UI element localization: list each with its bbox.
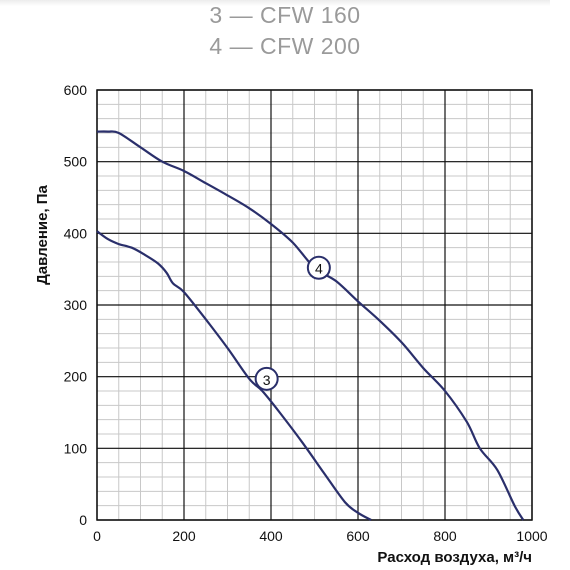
y-tick-label: 300 — [64, 297, 88, 313]
x-tick-label: 1000 — [516, 528, 547, 544]
x-tick-label: 400 — [259, 528, 283, 544]
y-tick-label: 0 — [79, 512, 87, 528]
plot-frame — [96, 89, 533, 521]
y-tick-label: 500 — [64, 154, 88, 170]
x-tick-label: 600 — [346, 528, 370, 544]
x-axis-label: Расход воздуха, м³/ч — [377, 549, 532, 566]
curve-series-4 — [96, 130, 525, 521]
marker-circle — [306, 255, 331, 280]
marker-label: 3 — [263, 372, 271, 388]
curve-series-3 — [96, 230, 372, 521]
curve-marker-3: 3 — [254, 366, 279, 391]
x-tick-label: 0 — [93, 528, 101, 544]
x-tick-label: 800 — [433, 528, 457, 544]
curve-marker-4: 4 — [306, 255, 331, 280]
y-tick-label: 100 — [64, 440, 88, 456]
tick-labels: 0 200 400 600 800 1000 0 100 200 300 400 500 600 — [64, 82, 548, 544]
y-tick-label: 600 — [64, 82, 88, 98]
y-tick-label: 200 — [64, 369, 88, 385]
top-divider — [0, 0, 550, 6]
legend-entry-cfw160: 3 — CFW 160 — [209, 2, 361, 28]
curves — [96, 130, 525, 521]
y-axis-label: Давление, Па — [34, 184, 51, 284]
marker-label: 4 — [315, 261, 323, 277]
y-tick-label: 400 — [64, 225, 88, 241]
legend-entry-cfw200: 4 — CFW 200 — [209, 33, 361, 59]
x-tick-label: 200 — [172, 528, 196, 544]
curve-markers: 34 — [254, 255, 331, 391]
marker-circle — [254, 366, 279, 391]
